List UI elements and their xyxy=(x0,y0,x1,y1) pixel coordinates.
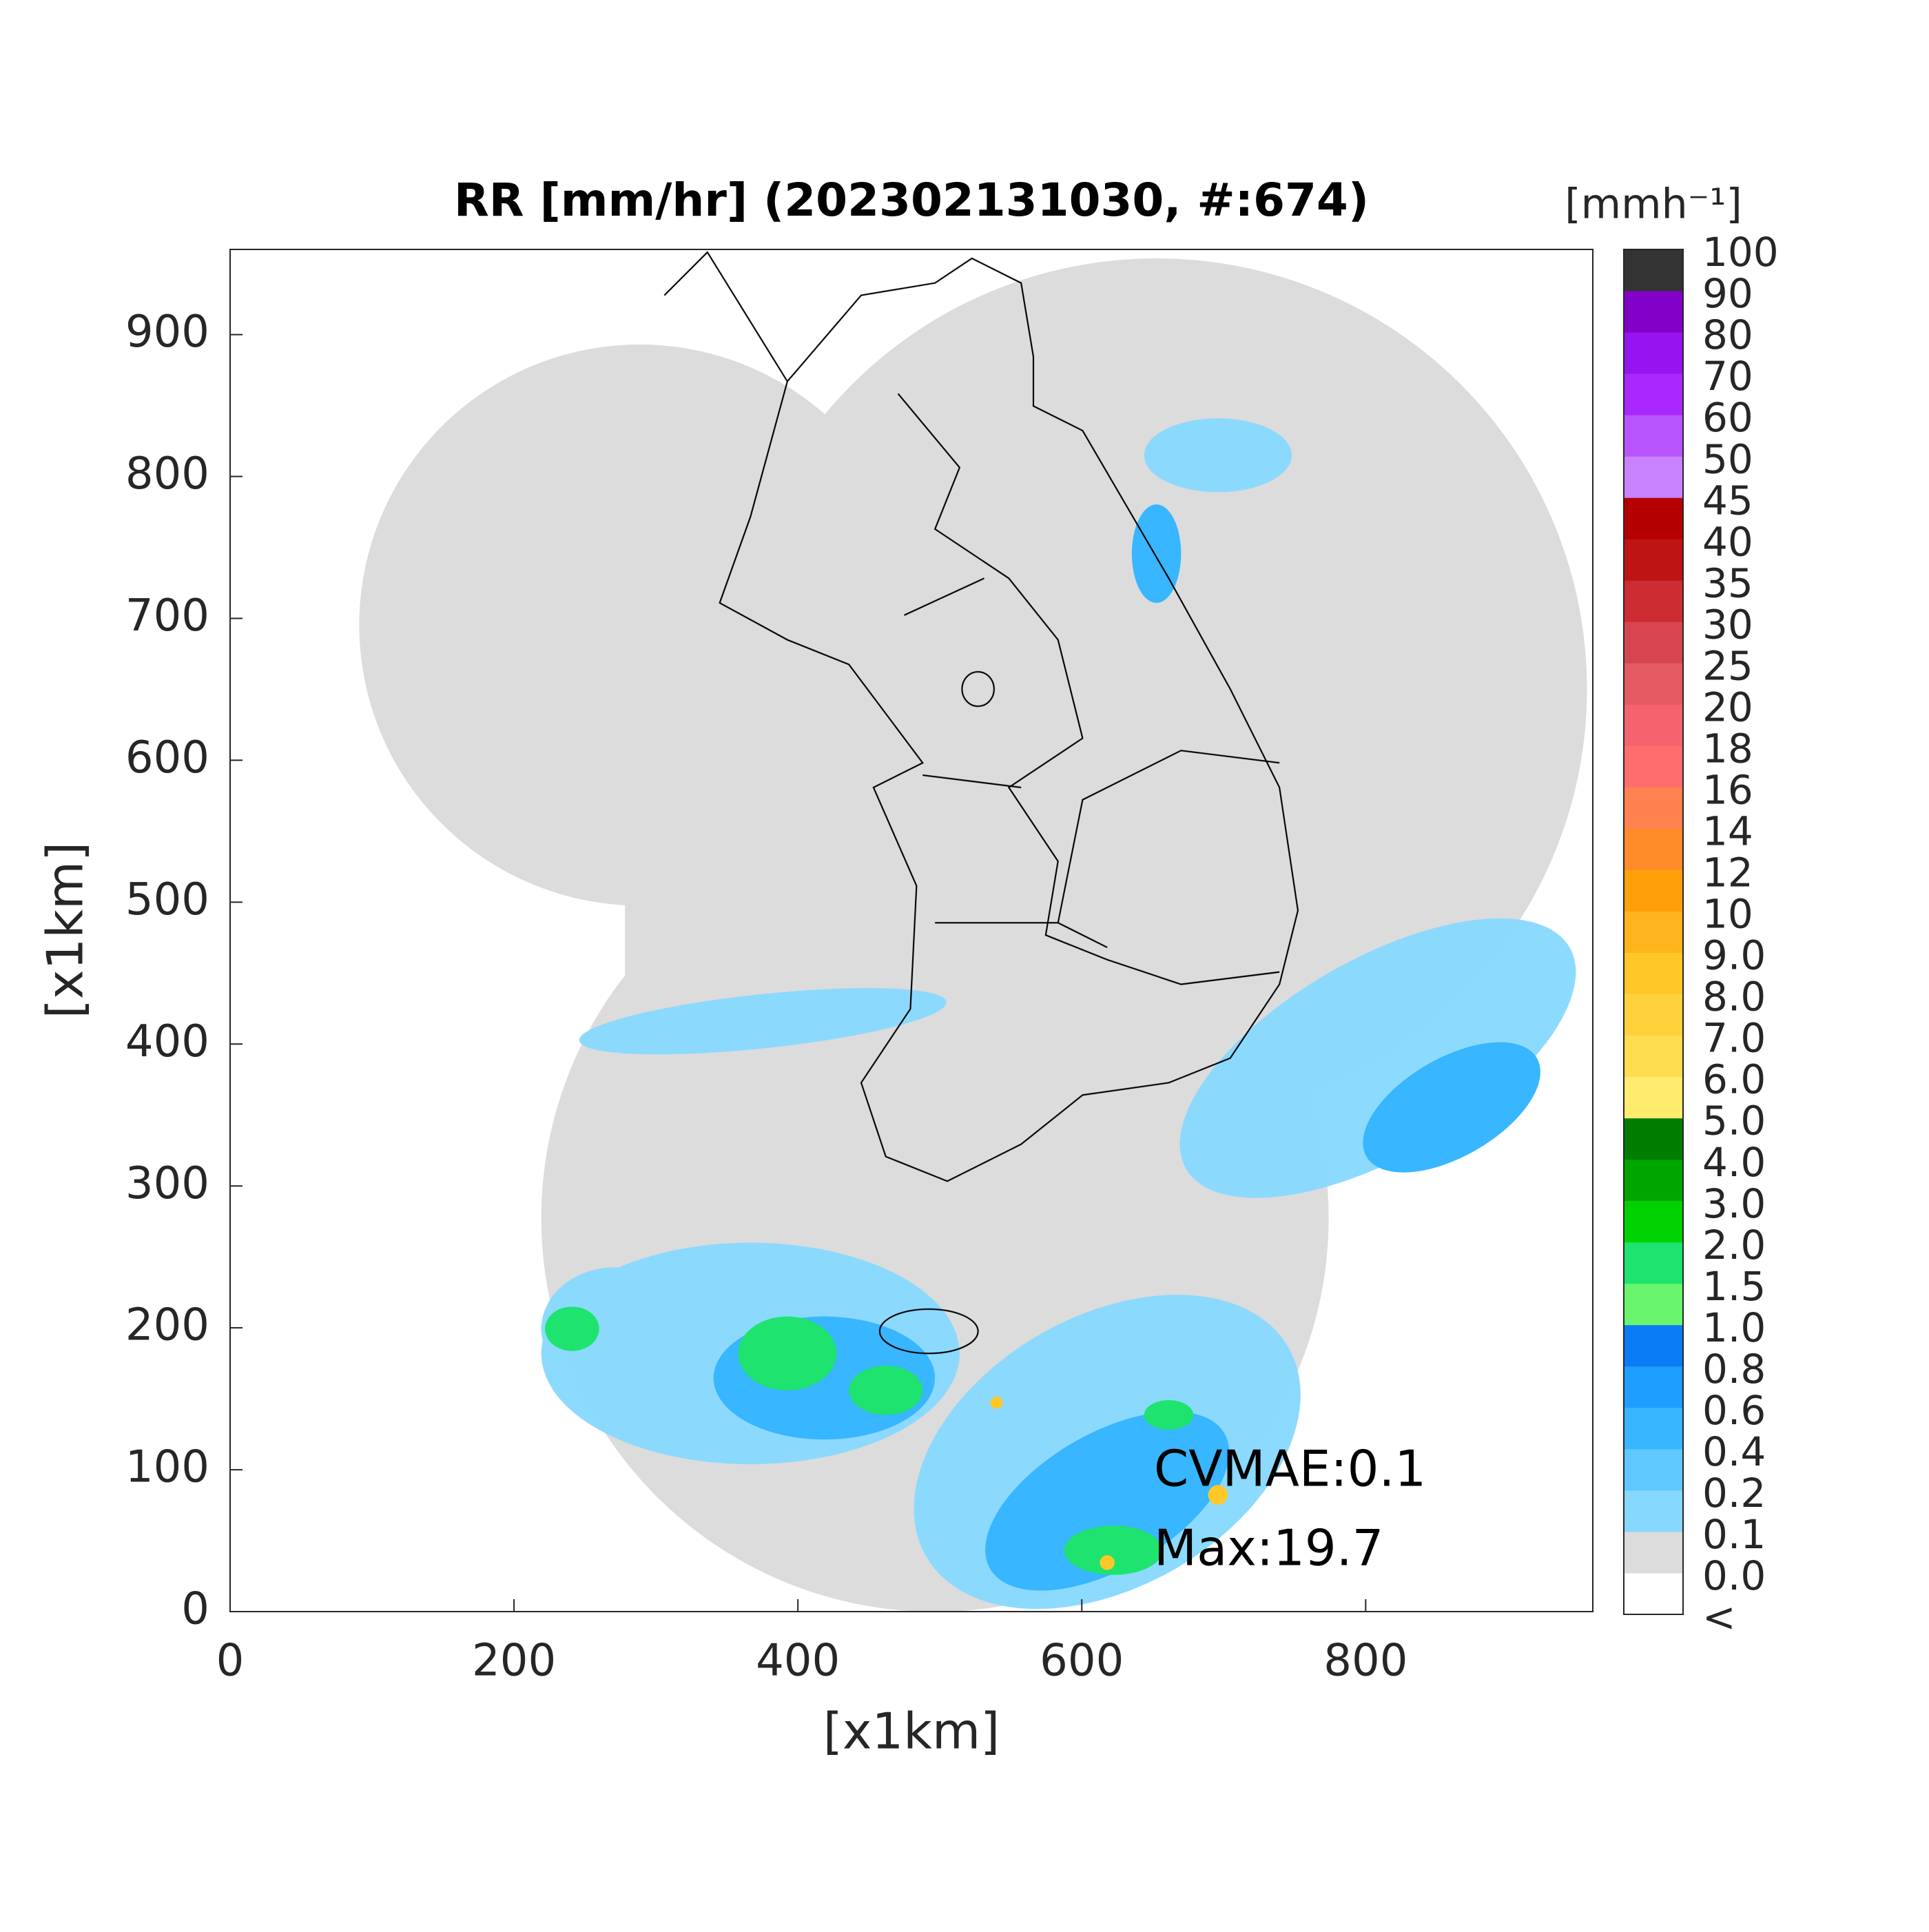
y-tick-label: 200 xyxy=(125,1300,209,1351)
colorbar-label: 8.0 xyxy=(1702,974,1766,1020)
y-tick-label: 0 xyxy=(181,1584,209,1635)
colorbar-label: 60 xyxy=(1702,394,1753,441)
axes-box xyxy=(229,249,1593,1612)
y-tick-label: 400 xyxy=(125,1016,209,1067)
radar-field xyxy=(359,251,1587,1612)
chart-title: RR [mm/hr] (202302131030, #:674) xyxy=(454,174,1369,227)
colorbar-segment xyxy=(1624,663,1683,705)
y-tick-label: 100 xyxy=(125,1442,209,1493)
colorbar-segment xyxy=(1624,456,1683,498)
colorbar-segment xyxy=(1624,1490,1683,1532)
colorbar-segment xyxy=(1624,1242,1683,1284)
colorbar-label: 1.0 xyxy=(1702,1304,1766,1351)
colorbar-segment xyxy=(1624,704,1683,746)
colorbar-label: 90 xyxy=(1702,270,1753,317)
colorbar-segment xyxy=(1624,1076,1683,1119)
colorbar-segment xyxy=(1624,291,1683,333)
colorbar-label: 0.4 xyxy=(1702,1428,1766,1475)
colorbar-segment xyxy=(1624,1531,1683,1574)
x-tick-label: 400 xyxy=(756,1636,840,1687)
y-tick-label: 500 xyxy=(125,874,209,925)
colorbar-label: 50 xyxy=(1702,435,1753,482)
colorbar-label: 2.0 xyxy=(1702,1222,1766,1268)
colorbar-title: [mmh⁻¹] xyxy=(1565,181,1742,229)
colorbar-label: 0.2 xyxy=(1702,1470,1766,1517)
colorbar-label: 16 xyxy=(1702,767,1753,814)
colorbar-segment xyxy=(1624,497,1683,539)
colorbar-label: 18 xyxy=(1702,725,1753,772)
colorbar-label: 9.0 xyxy=(1702,932,1766,979)
colorbar-label: 3.0 xyxy=(1702,1180,1766,1227)
colorbar-segment xyxy=(1624,1572,1683,1615)
colorbar-label: 0.1 xyxy=(1702,1511,1766,1558)
annotation: CVMAE:0.1 xyxy=(1154,1440,1426,1498)
x-tick-label: 600 xyxy=(1040,1636,1124,1687)
annotation: Max:19.7 xyxy=(1154,1519,1383,1577)
colorbar-label: 30 xyxy=(1702,601,1753,648)
colorbar-segment xyxy=(1624,249,1683,291)
x-tick-label: 200 xyxy=(472,1636,556,1687)
colorbar-label: 6.0 xyxy=(1702,1056,1766,1103)
colorbar-label: 4.0 xyxy=(1702,1139,1766,1186)
colorbar-segment xyxy=(1624,373,1683,415)
colorbar-frame xyxy=(1623,249,1684,1615)
y-tick-label: 800 xyxy=(125,449,209,500)
colorbar-segment xyxy=(1624,332,1683,374)
colorbar-segment xyxy=(1624,1159,1683,1202)
colorbar-segment xyxy=(1624,911,1683,954)
y-axis-label: [x1km] xyxy=(37,842,94,1018)
colorbar-label: 14 xyxy=(1702,808,1753,855)
y-tick-label: 300 xyxy=(125,1158,209,1209)
colorbar-segment xyxy=(1624,1366,1683,1408)
colorbar-label: 45 xyxy=(1702,477,1753,524)
colorbar-segment xyxy=(1624,1118,1683,1160)
colorbar-label: 25 xyxy=(1702,642,1753,689)
colorbar-segment xyxy=(1624,415,1683,457)
colorbar-label: 7.0 xyxy=(1702,1015,1766,1062)
colorbar-segment xyxy=(1624,1035,1683,1078)
colorbar-segment xyxy=(1624,870,1683,912)
colorbar-segment xyxy=(1624,746,1683,788)
y-tick-label: 600 xyxy=(125,732,209,783)
colorbar-label: 10 xyxy=(1702,891,1753,938)
x-tick-label: 800 xyxy=(1323,1636,1407,1687)
colorbar-segment xyxy=(1624,580,1683,622)
colorbar-segment xyxy=(1624,621,1683,664)
colorbar-segment xyxy=(1624,828,1683,870)
x-axis-label: [x1km] xyxy=(823,1703,1000,1760)
colorbar-label: 0.6 xyxy=(1702,1387,1766,1434)
colorbar-label: 5.0 xyxy=(1702,1098,1766,1144)
colorbar-label: 12 xyxy=(1702,850,1753,896)
y-tick-label: 700 xyxy=(125,590,209,641)
colorbar-segment xyxy=(1624,539,1683,581)
colorbar-segment xyxy=(1624,1283,1683,1326)
colorbar-segment xyxy=(1624,1448,1683,1491)
colorbar-label: < xyxy=(1702,1594,1736,1641)
colorbar-label: 40 xyxy=(1702,518,1753,565)
colorbar-segment xyxy=(1624,952,1683,995)
colorbar-segment xyxy=(1624,1324,1683,1367)
colorbar-label: 0.8 xyxy=(1702,1346,1766,1393)
colorbar-segment xyxy=(1624,1407,1683,1450)
colorbar-segment xyxy=(1624,1200,1683,1243)
colorbar-label: 0.0 xyxy=(1702,1552,1766,1599)
colorbar-label: 70 xyxy=(1702,353,1753,400)
colorbar-segment xyxy=(1624,994,1683,1036)
colorbar-label: 20 xyxy=(1702,684,1753,730)
colorbar-label: 35 xyxy=(1702,559,1753,606)
colorbar-label: 100 xyxy=(1702,229,1779,276)
colorbar-segment xyxy=(1624,787,1683,829)
x-tick-label: 0 xyxy=(216,1636,245,1687)
colorbar-label: 1.5 xyxy=(1702,1263,1766,1310)
y-tick-label: 900 xyxy=(125,307,209,358)
colorbar-label: 80 xyxy=(1702,311,1753,358)
